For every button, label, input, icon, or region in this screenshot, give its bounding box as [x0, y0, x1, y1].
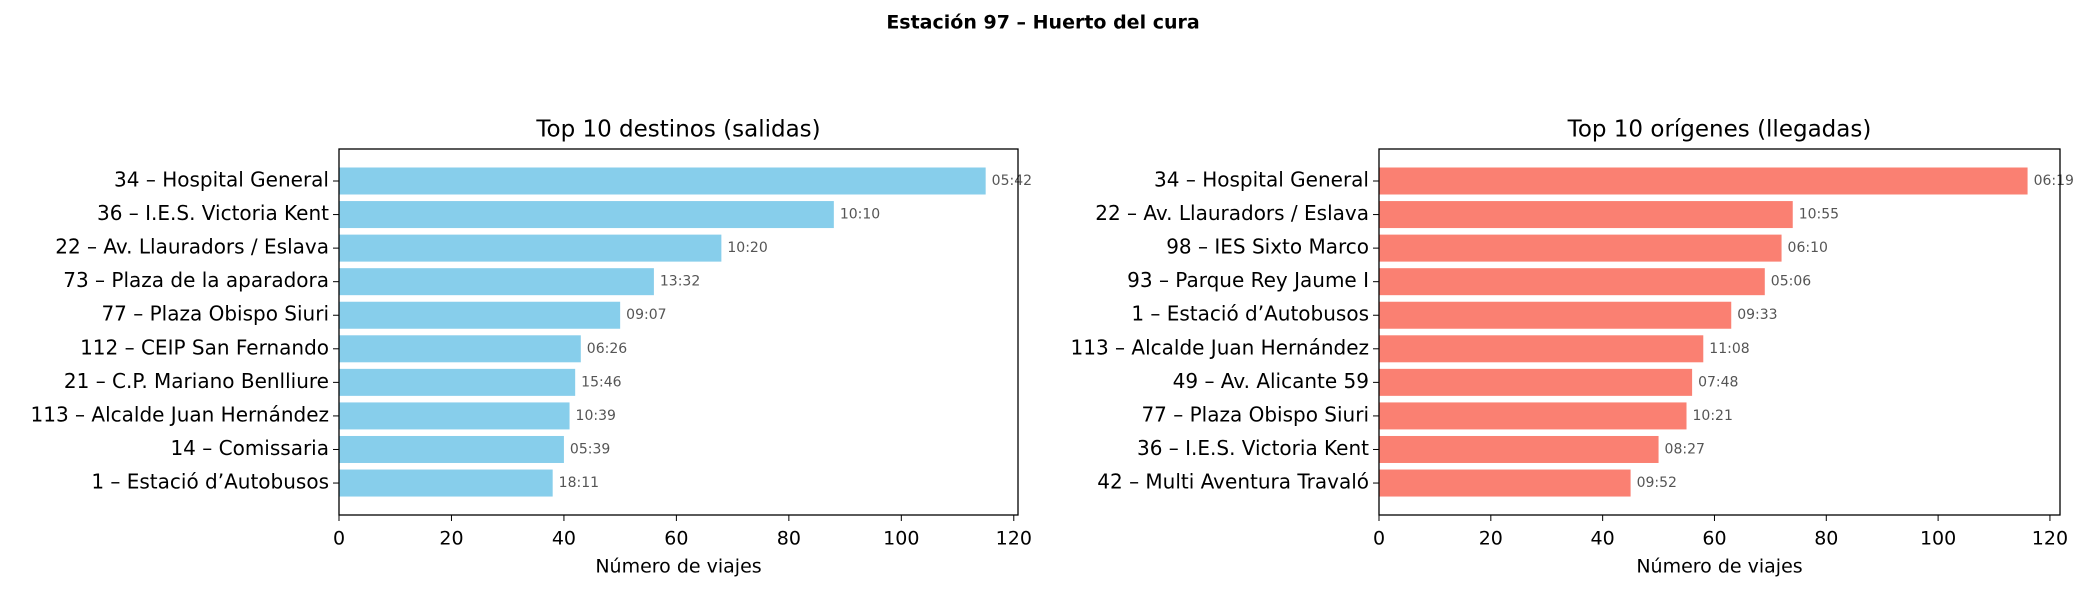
y-tick-label: 36 – I.E.S. Victoria Kent: [97, 201, 329, 225]
bar: [1379, 368, 1693, 396]
y-tick-label: 14 – Comissaria: [170, 436, 329, 460]
bar-label: 10:21: [1693, 408, 1733, 424]
bar: [339, 335, 581, 363]
bar-label: 08:27: [1665, 441, 1705, 457]
bar-label: 10:20: [727, 240, 767, 256]
y-tick-label: 36 – I.E.S. Victoria Kent: [1137, 436, 1369, 460]
bar: [339, 167, 986, 195]
x-axis-label: Número de viajes: [1636, 556, 1802, 578]
bar-label: 05:42: [992, 173, 1032, 189]
bar-label: 11:08: [1709, 341, 1749, 357]
bar: [1379, 268, 1765, 296]
bar-label: 06:26: [587, 341, 627, 357]
x-tick-label: 100: [1920, 528, 1956, 550]
y-tick-label: 77 – Plaza Obispo Siuri: [101, 302, 329, 326]
bar: [1379, 335, 1704, 363]
y-tick-label: 93 – Parque Rey Jaume I: [1127, 268, 1369, 292]
x-tick-label: 120: [996, 528, 1032, 550]
bar: [1379, 167, 2028, 195]
y-tick-label: 77 – Plaza Obispo Siuri: [1141, 402, 1369, 426]
y-tick-label: 112 – CEIP San Fernando: [80, 335, 329, 359]
bar-label: 15:46: [581, 374, 621, 390]
bar: [339, 234, 722, 262]
bar: [1379, 402, 1687, 430]
bar-label: 07:48: [1698, 374, 1738, 390]
bar-label: 09:07: [626, 307, 666, 323]
bar: [1379, 301, 1732, 329]
x-tick-label: 100: [883, 528, 919, 550]
y-tick-label: 113 – Alcalde Juan Hernández: [31, 402, 329, 426]
bar-label: 10:10: [840, 207, 880, 223]
x-tick-label: 80: [777, 528, 801, 550]
y-tick-label: 1 – Estació d’Autobusos: [1131, 302, 1369, 326]
bar: [339, 402, 570, 430]
x-tick-label: 40: [552, 528, 576, 550]
bar: [339, 435, 564, 463]
y-tick-label: 22 – Av. Llauradors / Eslava: [55, 235, 329, 259]
axes-frame: [338, 148, 1019, 516]
subplot-title: Top 10 destinos (salidas): [535, 117, 820, 143]
y-tick-label: 21 – C.P. Mariano Benlliure: [64, 369, 329, 393]
x-tick-label: 60: [1702, 528, 1726, 550]
x-tick-label: 60: [664, 528, 688, 550]
bar-label: 05:39: [570, 441, 610, 457]
bar: [1379, 234, 1782, 262]
x-tick-label: 20: [1479, 528, 1503, 550]
bar: [339, 301, 621, 329]
bar-label: 09:52: [1637, 475, 1677, 491]
bar-label: 13:32: [660, 274, 700, 290]
x-tick-label: 0: [333, 528, 345, 550]
figure-title: Estación 97 – Huerto del cura: [886, 12, 1199, 34]
bar: [1379, 435, 1659, 463]
y-tick-label: 73 – Plaza de la aparadora: [63, 268, 329, 292]
axes-frame: [1378, 148, 2061, 516]
y-tick-label: 49 – Av. Alicante 59: [1173, 369, 1369, 393]
y-tick-label: 42 – Multi Aventura Travaló: [1097, 470, 1369, 494]
bar: [339, 469, 553, 497]
y-tick-label: 22 – Av. Llauradors / Eslava: [1095, 201, 1369, 225]
bar: [339, 201, 834, 229]
x-tick-label: 80: [1814, 528, 1838, 550]
x-axis-label: Número de viajes: [595, 556, 761, 578]
bar: [339, 268, 654, 296]
y-tick-label: 1 – Estació d’Autobusos: [91, 470, 329, 494]
bar-label: 06:10: [1788, 240, 1828, 256]
bar-label: 10:39: [576, 408, 616, 424]
bar-label: 05:06: [1771, 274, 1811, 290]
x-tick-label: 20: [439, 528, 463, 550]
bar-label: 10:55: [1799, 207, 1839, 223]
x-tick-label: 120: [2032, 528, 2068, 550]
y-tick-label: 113 – Alcalde Juan Hernández: [1071, 335, 1369, 359]
y-tick-label: 34 – Hospital General: [1154, 168, 1369, 192]
y-tick-label: 34 – Hospital General: [114, 168, 329, 192]
bar: [1379, 201, 1793, 229]
x-tick-label: 0: [1373, 528, 1385, 550]
bar: [1379, 469, 1631, 497]
bar-label: 09:33: [1737, 307, 1777, 323]
bar: [339, 368, 576, 396]
bar-label: 06:19: [2034, 173, 2074, 189]
bar-label: 18:11: [559, 475, 599, 491]
y-tick-label: 98 – IES Sixto Marco: [1166, 235, 1369, 259]
subplot-title: Top 10 orígenes (llegadas): [1567, 117, 1872, 143]
x-tick-label: 40: [1591, 528, 1615, 550]
